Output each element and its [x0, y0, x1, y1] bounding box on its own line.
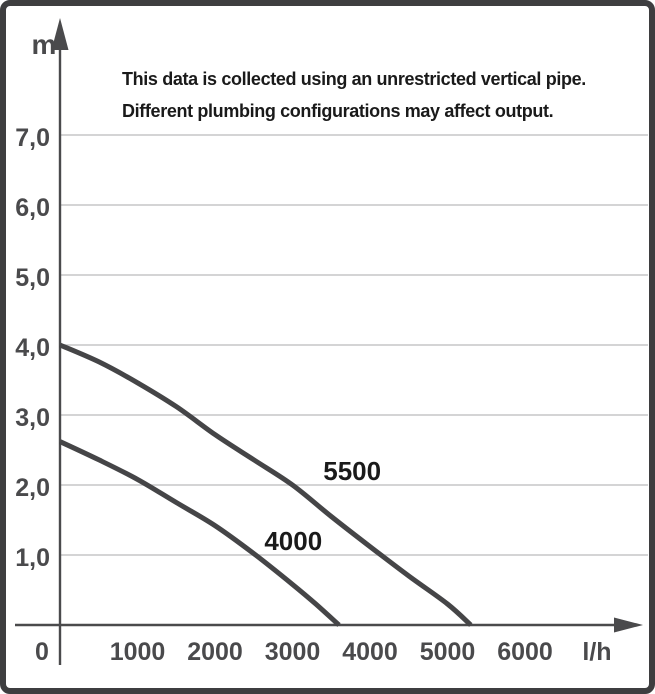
curve-label-5500: 5500	[323, 456, 381, 486]
x-tick-label-2000: 2000	[187, 638, 243, 666]
pump-curve-5500	[59, 342, 473, 627]
x-tick-label-1000: 1000	[110, 638, 166, 666]
x-tick-label-5000: 5000	[420, 638, 476, 666]
curve-label-4000: 4000	[264, 526, 322, 556]
x-axis-arrow-icon	[614, 617, 643, 633]
annotation-line-2: Different plumbing configurations may af…	[122, 101, 554, 121]
x-tick-label-3000: 3000	[265, 638, 321, 666]
x-tick-label-6000: 6000	[497, 638, 553, 666]
y-tick-label-7,0: 7,0	[15, 124, 50, 152]
x-tick-label-4000: 4000	[342, 638, 398, 666]
y-tick-label-3,0: 3,0	[15, 404, 50, 432]
annotation-line-1: This data is collected using an unrestri…	[122, 69, 586, 89]
pump-curve-4000	[58, 439, 341, 627]
x-tick-label-0: 0	[35, 638, 49, 666]
y-tick-label-2,0: 2,0	[15, 474, 50, 502]
x-axis-unit-label: l/h	[582, 638, 611, 666]
y-tick-label-4,0: 4,0	[15, 334, 50, 362]
y-tick-label-5,0: 5,0	[15, 264, 50, 292]
y-tick-label-6,0: 6,0	[15, 194, 50, 222]
y-axis-arrow-icon	[51, 18, 69, 50]
y-tick-label-1,0: 1,0	[15, 544, 50, 572]
y-axis-unit-label: m	[32, 29, 57, 60]
annotation-text: This data is collected using an unrestri…	[122, 63, 586, 127]
